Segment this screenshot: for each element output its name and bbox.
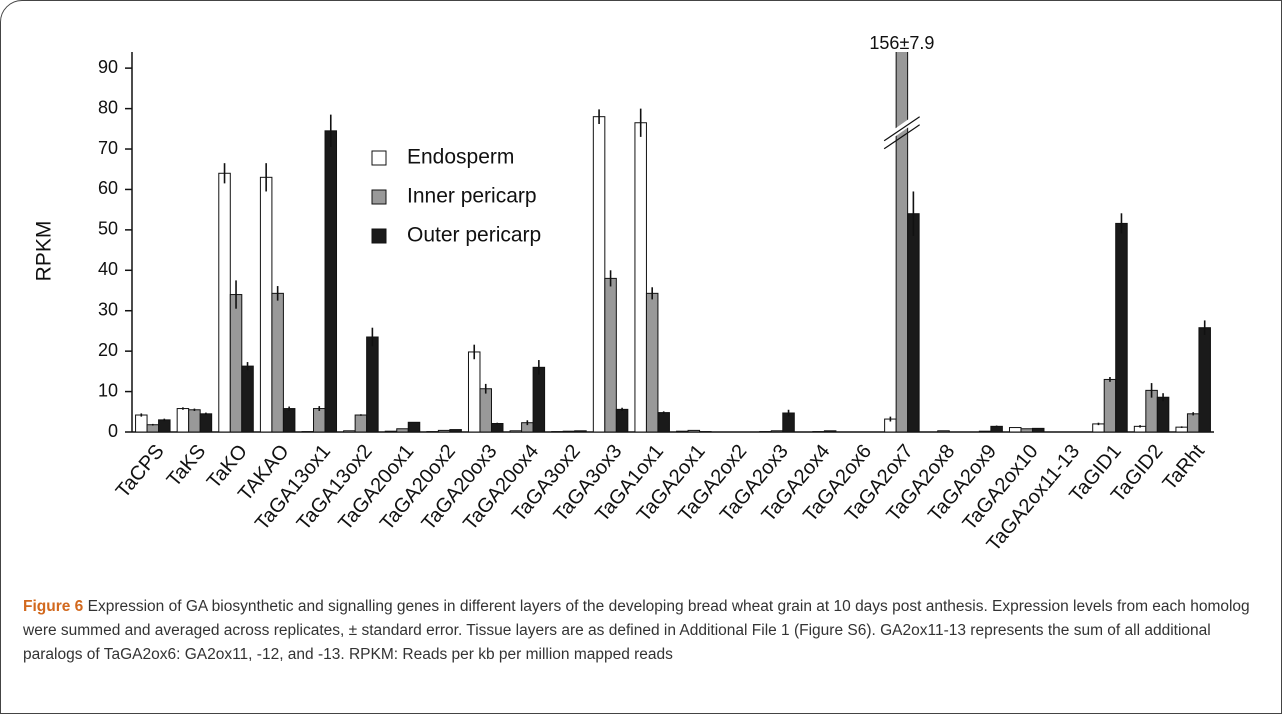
- bar: [615, 408, 629, 433]
- x-tick-label: TaCPS: [112, 440, 169, 502]
- bar: [509, 430, 523, 433]
- bar: [449, 429, 462, 433]
- bar: [1156, 396, 1170, 433]
- bar: [467, 351, 481, 433]
- y-tick-label: 20: [98, 340, 118, 360]
- bar: [676, 430, 689, 433]
- bar: [490, 423, 504, 433]
- bar: [199, 413, 213, 433]
- bar: [343, 430, 356, 433]
- bar: [1198, 327, 1211, 433]
- legend-swatch: [371, 228, 387, 244]
- x-tick-label: TaRht: [1159, 440, 1210, 495]
- bar: [895, 52, 909, 433]
- bar: [657, 412, 670, 433]
- plot-area: [135, 52, 1211, 433]
- bar: [645, 292, 659, 433]
- y-axis-label: RPKM: [33, 221, 56, 282]
- bar: [770, 430, 784, 433]
- bar: [384, 430, 398, 433]
- bar: [271, 292, 284, 433]
- bar: [592, 116, 606, 433]
- y-tick-label: 80: [98, 97, 118, 117]
- bar: [907, 213, 920, 433]
- axis-break-line: [883, 124, 920, 150]
- bar: [604, 277, 617, 433]
- bar: [937, 430, 950, 433]
- legend-swatch: [371, 150, 387, 166]
- x-tick-label: TaKS: [163, 440, 211, 491]
- bar: [687, 429, 701, 433]
- bar: [176, 408, 190, 433]
- bar: [282, 408, 296, 433]
- bar: [407, 421, 421, 433]
- bar: [479, 388, 492, 433]
- bar: [1115, 222, 1128, 433]
- legend-swatch: [371, 189, 387, 205]
- bar: [1020, 428, 1033, 433]
- bar: [1103, 378, 1117, 433]
- bar: [241, 365, 254, 433]
- caption: Figure 6 Expression of GA biosynthetic a…: [23, 595, 1263, 667]
- y-tick-label: 40: [98, 259, 118, 279]
- legend-label: Outer pericarp: [407, 224, 541, 247]
- bar: [978, 430, 992, 433]
- y-tick-label: 60: [98, 178, 118, 198]
- y-tick-label: 70: [98, 138, 118, 158]
- y-tick-label: 30: [98, 299, 118, 319]
- bar: [532, 366, 546, 433]
- bar: [823, 430, 837, 433]
- y-tick-label: 90: [98, 57, 118, 77]
- bar: [218, 172, 231, 433]
- bar: [437, 429, 451, 433]
- bar: [324, 130, 338, 433]
- chart: RPKM 0102030405060708090TaCPSTaKSTaKOTAK…: [33, 33, 1214, 556]
- y-tick-label: 0: [108, 421, 118, 441]
- caption-text: Expression of GA biosynthetic and signal…: [23, 598, 1250, 663]
- bar: [1008, 427, 1022, 433]
- legend-label: Endosperm: [407, 146, 514, 169]
- figure-label: Figure 6: [23, 598, 84, 615]
- bar: [354, 414, 368, 433]
- bar: [146, 424, 160, 433]
- bar: [990, 425, 1003, 433]
- bar: [1031, 427, 1045, 433]
- bar: [366, 336, 379, 433]
- bar: [259, 176, 273, 433]
- legend-label: Inner pericarp: [407, 185, 537, 208]
- bar: [574, 430, 587, 433]
- bar: [158, 419, 171, 433]
- bar: [229, 294, 243, 433]
- axis-break-line: [883, 116, 920, 142]
- value-label: 156±7.9: [869, 33, 934, 53]
- bar: [396, 428, 409, 433]
- bar: [135, 414, 148, 433]
- bar: [1186, 413, 1200, 433]
- bar: [562, 430, 576, 433]
- bar: [634, 122, 647, 433]
- axis-break: [884, 111, 920, 145]
- bar: [313, 408, 326, 433]
- y-tick-label: 50: [98, 219, 118, 239]
- bar: [188, 409, 201, 433]
- y-tick-label: 10: [98, 380, 118, 400]
